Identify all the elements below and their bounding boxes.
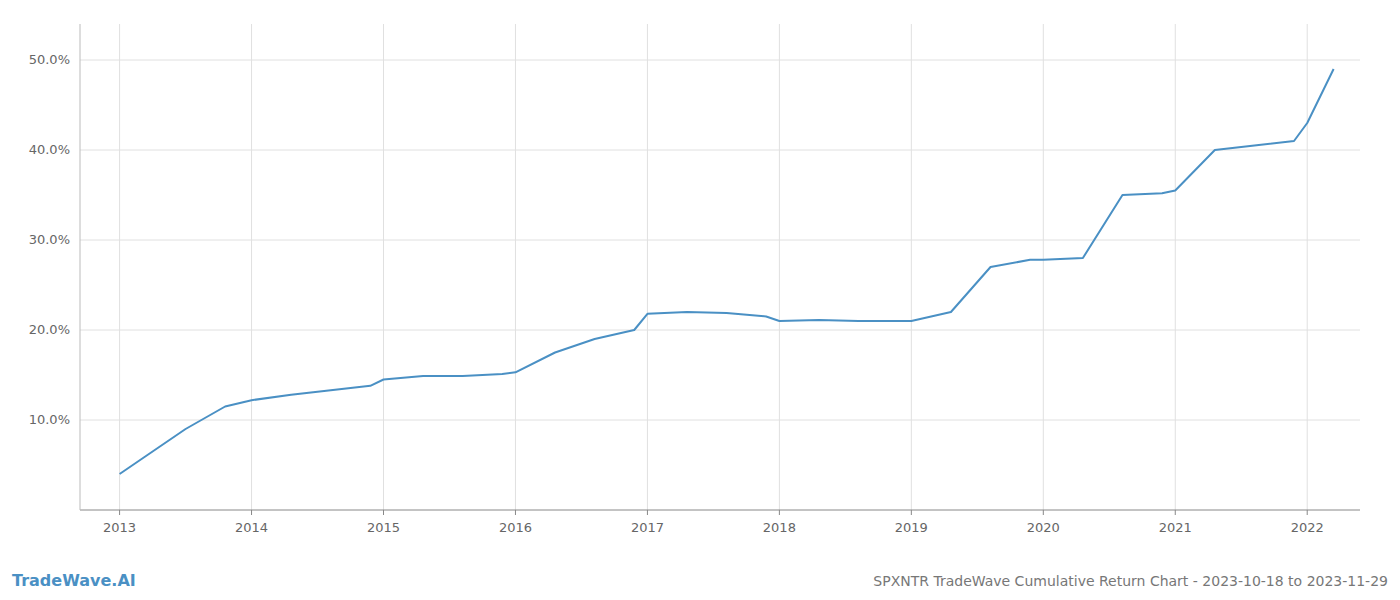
grid-line-x <box>911 24 912 510</box>
grid-line-x <box>383 24 384 510</box>
y-tick-label: 50.0% <box>29 52 70 67</box>
x-tick-mark <box>1307 510 1308 515</box>
y-tick-label: 30.0% <box>29 232 70 247</box>
grid-line-y <box>80 420 1360 421</box>
x-tick-label: 2020 <box>1027 520 1060 535</box>
grid <box>80 24 1360 510</box>
texts: TradeWave.AI SPXNTR TradeWave Cumulative … <box>12 571 1388 590</box>
chart: 10.0% 20.0% 30.0% 40.0% 50.0% 2013 2014 2015 201… <box>0 0 1400 600</box>
axes: 10.0% 20.0% 30.0% 40.0% 50.0% 2013 2014 2015 201… <box>29 24 1360 535</box>
x-tick-label: 2021 <box>1159 520 1192 535</box>
x-tick-label: 2022 <box>1291 520 1324 535</box>
plot-area <box>120 69 1334 474</box>
x-tick-mark <box>383 510 384 515</box>
x-tick-label: 2017 <box>631 520 664 535</box>
x-tick-mark <box>911 510 912 515</box>
data-line <box>120 69 1334 474</box>
grid-line-x <box>779 24 780 510</box>
x-tick-label: 2014 <box>235 520 268 535</box>
grid-line-x <box>1043 24 1044 510</box>
y-tick-label: 40.0% <box>29 142 70 157</box>
grid-line-x <box>647 24 648 510</box>
grid-line-y <box>80 330 1360 331</box>
title: SPXNTR TradeWave Cumulative Return Chart… <box>873 573 1388 589</box>
watermark: TradeWave.AI <box>12 571 136 590</box>
grid-line-y <box>80 150 1360 151</box>
x-tick-mark <box>779 510 780 515</box>
x-tick-mark <box>1043 510 1044 515</box>
x-axis-line <box>80 510 1360 511</box>
y-axis-line <box>80 24 81 510</box>
x-tick-label: 2015 <box>367 520 400 535</box>
grid-line-y <box>80 60 1360 61</box>
x-tick-mark <box>515 510 516 515</box>
x-tick-mark <box>1175 510 1176 515</box>
grid-line-x <box>1307 24 1308 510</box>
x-tick-label: 2019 <box>895 520 928 535</box>
x-tick-mark <box>647 510 648 515</box>
y-tick-label: 10.0% <box>29 412 70 427</box>
x-tick-label: 2013 <box>103 520 136 535</box>
grid-line-x <box>119 24 120 510</box>
grid-line-x <box>515 24 516 510</box>
x-tick-label: 2018 <box>763 520 796 535</box>
grid-line-x <box>251 24 252 510</box>
x-tick-label: 2016 <box>499 520 532 535</box>
x-tick-mark <box>119 510 120 515</box>
x-tick-mark <box>251 510 252 515</box>
grid-line-x <box>1175 24 1176 510</box>
y-tick-label: 20.0% <box>29 322 70 337</box>
grid-line-y <box>80 240 1360 241</box>
